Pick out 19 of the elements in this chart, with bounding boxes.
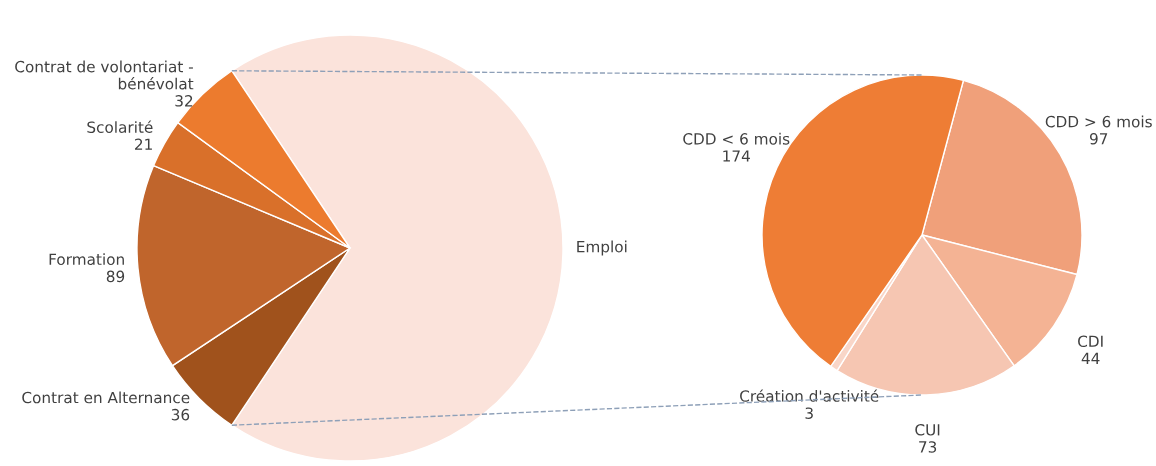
data-label: 89 [106,270,125,283]
slice-label: Création d'activité [740,389,879,402]
data-label: 21 [135,138,152,150]
slice-label: CDI [1078,335,1103,348]
slice-label: CDD > 6 mois [1045,115,1152,128]
slice-label: CUI [915,424,940,436]
data-label: 44 [1081,352,1100,364]
data-label: 97 [1089,132,1108,145]
slice-label: CDD < 6 mois [683,132,790,145]
slice-label: Contrat en Alternance [22,391,190,404]
slice-label: Contrat de volontariat - bénévolat [15,60,194,90]
data-label: 174 [723,150,750,162]
data-label: 36 [171,408,190,421]
slice-label: Scolarité [87,120,153,133]
data-label: 3 [805,407,813,419]
data-label: 73 [919,441,937,453]
slice-label: Emploi [577,240,627,256]
slice-label: Formation [49,253,124,266]
data-label: 32 [175,95,193,107]
